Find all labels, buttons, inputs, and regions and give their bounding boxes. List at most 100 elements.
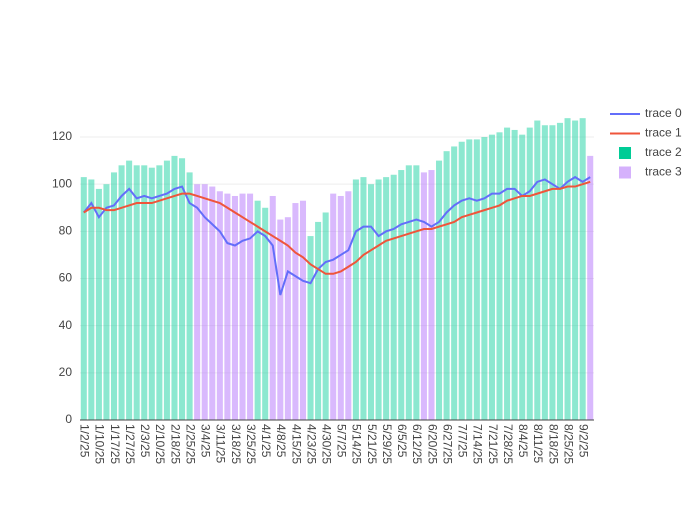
bar [473, 139, 480, 420]
legend-swatch [619, 147, 631, 159]
y-tick-label: 80 [59, 224, 73, 238]
bar [541, 125, 548, 421]
bar [299, 200, 307, 420]
bar [488, 134, 495, 420]
x-tick-label: 2/3/25 [138, 424, 152, 458]
bar [413, 165, 420, 420]
bar [519, 134, 526, 420]
bar [254, 200, 261, 420]
x-tick-label: 8/11/25 [531, 424, 545, 463]
x-tick-label: 8/4/25 [516, 424, 530, 458]
x-tick-label: 5/21/25 [365, 424, 379, 464]
x-tick-label: 1/27/25 [123, 424, 137, 464]
bar [390, 174, 397, 420]
bar [133, 165, 140, 420]
bar [322, 212, 329, 420]
bar [118, 165, 125, 420]
bar [443, 151, 450, 421]
bar [201, 184, 208, 420]
legend-swatch [619, 166, 631, 179]
bar [511, 129, 518, 420]
bar [231, 195, 238, 420]
bar [224, 193, 231, 420]
bar [247, 193, 254, 420]
bar [556, 122, 564, 420]
bar [110, 172, 118, 420]
y-tick-label: 40 [59, 318, 73, 332]
bar [534, 120, 541, 421]
x-tick-label: 2/18/25 [168, 424, 182, 464]
x-tick-label: 7/7/25 [456, 424, 470, 458]
x-tick-label: 4/8/25 [274, 424, 288, 458]
bar [209, 186, 216, 420]
x-tick-label: 2/25/25 [183, 424, 197, 464]
x-tick-label: 3/4/25 [199, 424, 213, 458]
bar [88, 179, 95, 420]
x-tick-label: 6/20/25 [425, 424, 439, 464]
bar [496, 132, 503, 420]
bar [504, 127, 511, 420]
x-tick-label: 3/11/25 [214, 424, 228, 463]
bar [80, 177, 87, 420]
bar [330, 193, 337, 420]
x-tick-label: 5/29/25 [380, 424, 394, 464]
bar [398, 170, 405, 420]
y-tick-label: 100 [52, 176, 72, 190]
bar [428, 170, 435, 420]
bar [156, 165, 163, 420]
bar [451, 146, 458, 420]
bar [466, 139, 473, 420]
x-tick-label: 4/23/25 [304, 424, 318, 464]
bar [186, 172, 193, 420]
bar [481, 137, 488, 421]
x-tick-label: 5/7/25 [335, 424, 349, 458]
line [83, 180, 591, 275]
x-tick-label: 4/30/25 [319, 424, 333, 464]
bar [526, 127, 533, 420]
x-tick-label: 6/5/25 [395, 424, 409, 458]
bar [420, 172, 427, 420]
bar [269, 195, 276, 420]
bar [579, 118, 586, 420]
x-tick-label: 7/28/25 [501, 424, 515, 464]
x-tick-label: 5/14/25 [350, 424, 364, 464]
bar [337, 195, 344, 420]
x-tick-label: 6/27/25 [440, 424, 454, 464]
bar [352, 179, 359, 420]
bar [277, 219, 284, 420]
bar [179, 158, 186, 420]
x-tick-label: 4/1/25 [259, 424, 273, 458]
bar [367, 184, 375, 420]
bar [126, 160, 133, 420]
x-tick-label: 1/2/25 [78, 424, 92, 458]
x-tick-label: 3/25/25 [244, 424, 258, 464]
legend-label: trace 1 [645, 126, 682, 140]
legend-label: trace 2 [645, 145, 682, 159]
bar [103, 184, 110, 420]
y-tick-label: 0 [65, 412, 72, 426]
x-tick-label: 2/10/25 [153, 424, 167, 464]
bar [315, 221, 322, 420]
bar [163, 160, 170, 420]
bar [360, 177, 367, 420]
y-tick-label: 20 [59, 365, 73, 379]
x-tick-label: 4/15/25 [289, 424, 303, 464]
bar [375, 179, 382, 420]
bar [239, 193, 246, 420]
bar [458, 141, 465, 420]
bar [307, 236, 314, 420]
bar [216, 191, 223, 420]
x-tick-label: 1/10/25 [93, 424, 107, 464]
bar [572, 120, 579, 421]
x-tick-label: 9/2/25 [576, 424, 590, 458]
y-tick-label: 60 [59, 271, 73, 285]
bar [292, 203, 299, 420]
bar [405, 165, 412, 420]
bar [345, 191, 352, 420]
y-tick-label: 120 [52, 129, 72, 143]
legend-label: trace 0 [645, 106, 682, 120]
bar [549, 125, 556, 421]
bar [171, 155, 178, 420]
bar [95, 188, 102, 420]
